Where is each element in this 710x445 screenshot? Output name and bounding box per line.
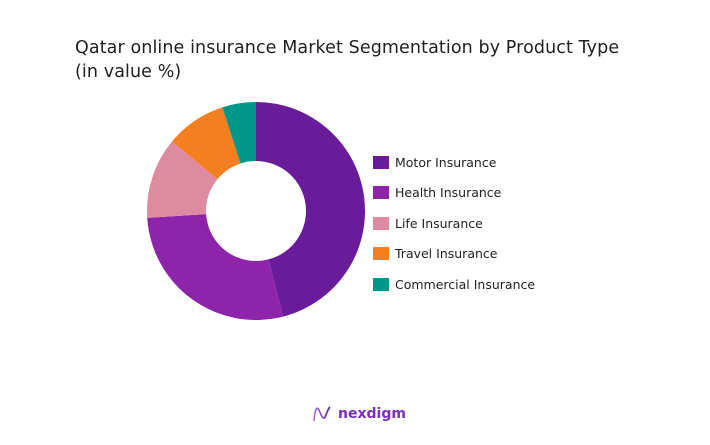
- slice-travel-insurance: [172, 107, 241, 180]
- legend-swatch-icon: [373, 247, 389, 261]
- chart-title-line1: Qatar online insurance Market Segmentati…: [75, 38, 620, 58]
- slice-commercial-insurance: [222, 102, 256, 164]
- legend-swatch-icon: [373, 277, 389, 291]
- donut-chart: [147, 102, 365, 320]
- brand-logo: nexdigm: [312, 404, 406, 424]
- chart-title-line2: (in value %): [75, 62, 182, 82]
- slice-motor-insurance: [256, 102, 365, 317]
- legend-item: Motor Insurance: [373, 147, 535, 178]
- legend-label: Life Insurance: [395, 215, 483, 231]
- legend-item: Travel Insurance: [373, 239, 535, 270]
- legend-swatch-icon: [373, 186, 389, 200]
- legend-item: Health Insurance: [373, 178, 535, 209]
- slice-life-insurance: [147, 141, 218, 218]
- slice-health-insurance: [147, 214, 284, 320]
- legend-label: Motor Insurance: [395, 154, 497, 170]
- legend-label: Health Insurance: [395, 185, 502, 201]
- chart-legend: Motor Insurance Health Insurance Life Insu…: [373, 147, 535, 300]
- legend-item: Life Insurance: [373, 208, 535, 239]
- nexdigm-wave-logo-icon: [313, 406, 331, 422]
- legend-label: Travel Insurance: [395, 246, 498, 262]
- legend-item: Commercial Insurance: [373, 269, 535, 300]
- legend-label: Commercial Insurance: [395, 276, 536, 292]
- legend-swatch-icon: [373, 155, 389, 169]
- brand-name: nexdigm: [338, 406, 406, 422]
- chart-title: Qatar online insurance Market Segmentati…: [75, 36, 619, 84]
- legend-swatch-icon: [373, 216, 389, 230]
